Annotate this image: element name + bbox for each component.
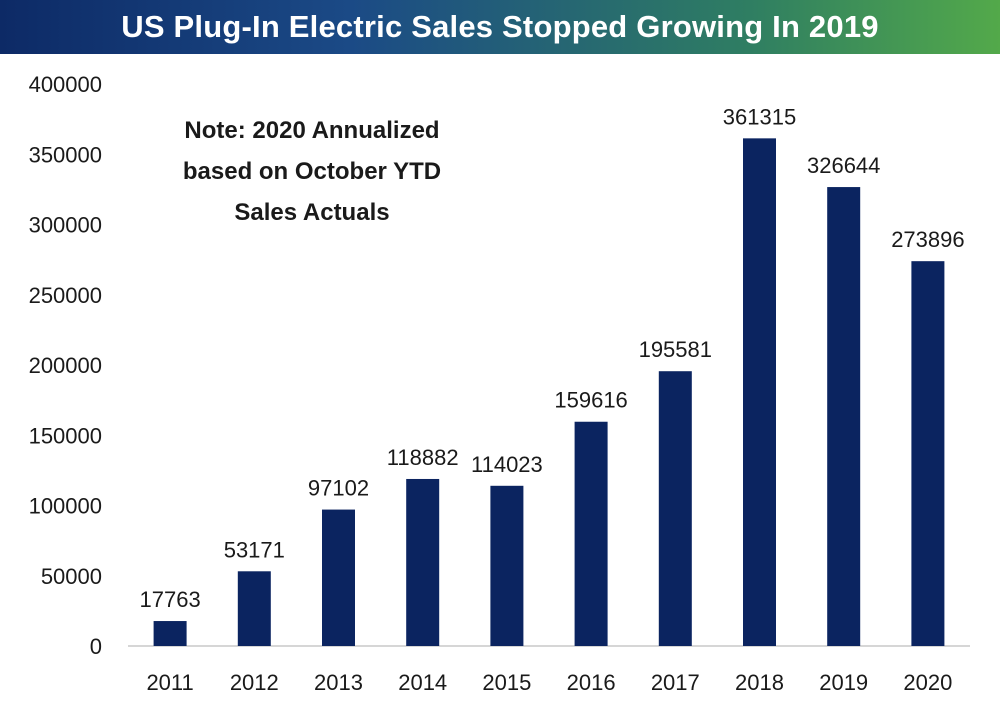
chart-header: US Plug-In Electric Sales Stopped Growin… bbox=[0, 0, 1000, 54]
y-axis: 0 50000 100000 150000 200000 250000 300000 3500… bbox=[29, 72, 102, 659]
x-tick-label: 2011 bbox=[146, 670, 193, 695]
y-tick-label: 250000 bbox=[29, 283, 102, 308]
bar-2020 bbox=[911, 261, 945, 646]
note-line: Note: 2020 Annualized bbox=[184, 117, 439, 144]
bar-2016 bbox=[574, 421, 608, 646]
x-tick-label: 2019 bbox=[819, 670, 868, 695]
x-tick-label: 2013 bbox=[314, 670, 363, 695]
bar-2017 bbox=[658, 371, 692, 646]
x-tick-label: 2015 bbox=[482, 670, 531, 695]
x-tick-label: 2017 bbox=[651, 670, 700, 695]
note-line: based on October YTD bbox=[183, 158, 441, 185]
y-tick-label: 350000 bbox=[29, 142, 102, 167]
note-annotation: Note: 2020 Annualized based on October YT… bbox=[183, 117, 441, 226]
bar-2011 bbox=[153, 621, 187, 646]
y-tick-label: 400000 bbox=[29, 72, 102, 97]
bar-2014 bbox=[406, 478, 440, 646]
y-tick-label: 200000 bbox=[29, 353, 102, 378]
note-line: Sales Actuals bbox=[234, 199, 389, 226]
data-label-2018: 361315 bbox=[723, 104, 796, 129]
data-label-2020: 273896 bbox=[891, 227, 964, 252]
x-axis: 2011 2012 2013 2014 2015 2016 2017 2018 2019 2020 bbox=[146, 670, 952, 695]
chart-title: US Plug-In Electric Sales Stopped Growin… bbox=[121, 9, 879, 44]
bar-2013 bbox=[322, 509, 355, 646]
x-tick-label: 2018 bbox=[735, 670, 784, 695]
data-label-2016: 159616 bbox=[554, 388, 627, 413]
x-tick-label: 2016 bbox=[567, 670, 616, 695]
y-tick-label: 50000 bbox=[41, 564, 102, 589]
bar-2018 bbox=[743, 138, 776, 646]
y-tick-label: 0 bbox=[90, 634, 102, 659]
bar-2015 bbox=[490, 485, 524, 646]
data-label-2019: 326644 bbox=[807, 153, 880, 178]
y-tick-label: 150000 bbox=[29, 423, 102, 448]
bars bbox=[153, 138, 945, 646]
data-label-2012: 53171 bbox=[224, 537, 285, 562]
data-label-2017: 195581 bbox=[639, 337, 712, 362]
data-label-2014: 118882 bbox=[387, 445, 459, 470]
data-label-2011: 17763 bbox=[140, 587, 201, 612]
x-tick-label: 2012 bbox=[230, 670, 279, 695]
data-labels: 17763 53171 97102 118882 114023 159616 195581 3… bbox=[140, 104, 965, 612]
bar-2019 bbox=[827, 187, 861, 646]
x-tick-label: 2020 bbox=[903, 670, 952, 695]
bar-2012 bbox=[237, 571, 271, 646]
bar-chart: 0 50000 100000 150000 200000 250000 300000 3500… bbox=[29, 72, 970, 695]
y-tick-label: 100000 bbox=[29, 494, 102, 519]
data-label-2015: 114023 bbox=[471, 452, 543, 477]
x-tick-label: 2014 bbox=[398, 670, 447, 695]
y-tick-label: 300000 bbox=[29, 213, 102, 238]
data-label-2013: 97102 bbox=[308, 476, 369, 501]
